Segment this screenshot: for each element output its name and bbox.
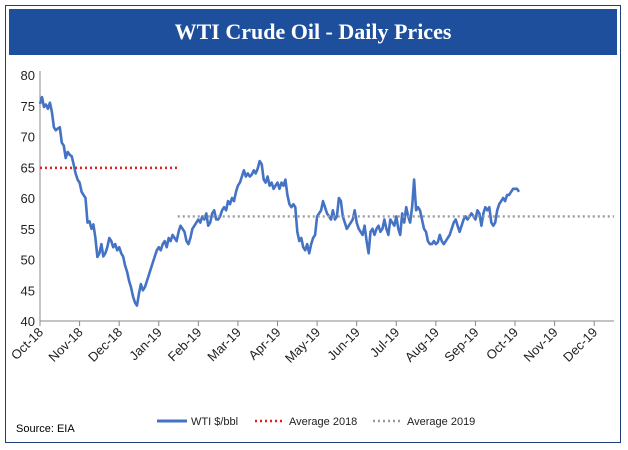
- y-tick-label: 70: [21, 130, 35, 145]
- x-tick-label: Mar-19: [204, 325, 244, 365]
- y-tick-label: 75: [21, 99, 35, 114]
- series-layer: [38, 95, 614, 307]
- y-tick-label: 50: [21, 253, 35, 268]
- x-tick-label: Sep-19: [441, 325, 481, 365]
- y-tick-labels: 40 45 50 55 60 65 70 75 80: [21, 68, 35, 329]
- series-line-wti: [38, 95, 521, 307]
- chart-title: WTI Crude Oil - Daily Prices: [9, 9, 617, 55]
- x-tick-label: Apr-19: [245, 325, 283, 363]
- legend-label-average-2018: Average 2018: [289, 416, 357, 428]
- x-tick-label: Jun-19: [324, 325, 363, 364]
- y-tick-label: 60: [21, 191, 35, 206]
- x-tick-label: Oct-19: [483, 325, 521, 363]
- x-tick-label: Jan-19: [126, 325, 165, 364]
- x-tick-label: Jul-19: [367, 325, 403, 361]
- chart-axes: [39, 71, 614, 322]
- x-tick-label: Dec-19: [560, 325, 600, 365]
- chart-frame: [5, 5, 621, 443]
- x-tick-labels: Oct-18 Nov-18 Dec-18 Jan-19 Feb-19 Mar-19 Apr-…: [8, 321, 600, 366]
- y-tick-label: 65: [21, 160, 35, 175]
- y-tick-label: 80: [21, 68, 35, 83]
- legend: WTI $/bbl Average 2018 Average 2019: [157, 416, 475, 428]
- y-tick-label: 40: [21, 314, 35, 329]
- x-tick-label: Aug-19: [402, 325, 442, 365]
- y-tick-label: 55: [21, 222, 35, 237]
- x-tick-label: May-19: [282, 325, 323, 366]
- x-tick-label: Dec-18: [85, 325, 125, 365]
- x-tick-label: Feb-19: [165, 325, 205, 365]
- y-tick-label: 45: [21, 283, 35, 298]
- legend-label-wti: WTI $/bbl: [191, 416, 238, 428]
- legend-label-average-2019: Average 2019: [407, 416, 475, 428]
- source-label: Source: EIA: [16, 423, 75, 435]
- x-tick-label: Nov-18: [45, 325, 85, 365]
- x-tick-label: Nov-19: [520, 325, 560, 365]
- x-tick-label: Oct-18: [8, 325, 46, 363]
